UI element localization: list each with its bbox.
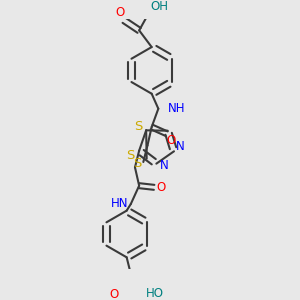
Text: S: S bbox=[133, 157, 142, 170]
Text: NH: NH bbox=[168, 102, 186, 115]
Text: N: N bbox=[176, 140, 185, 153]
Text: N: N bbox=[160, 159, 168, 172]
Text: OH: OH bbox=[151, 0, 169, 13]
Text: S: S bbox=[134, 121, 142, 134]
Text: S: S bbox=[127, 149, 135, 162]
Text: O: O bbox=[166, 134, 176, 147]
Text: O: O bbox=[110, 288, 119, 300]
Text: O: O bbox=[116, 6, 124, 19]
Text: O: O bbox=[156, 181, 165, 194]
Text: HN: HN bbox=[111, 197, 129, 211]
Text: HO: HO bbox=[146, 286, 164, 300]
